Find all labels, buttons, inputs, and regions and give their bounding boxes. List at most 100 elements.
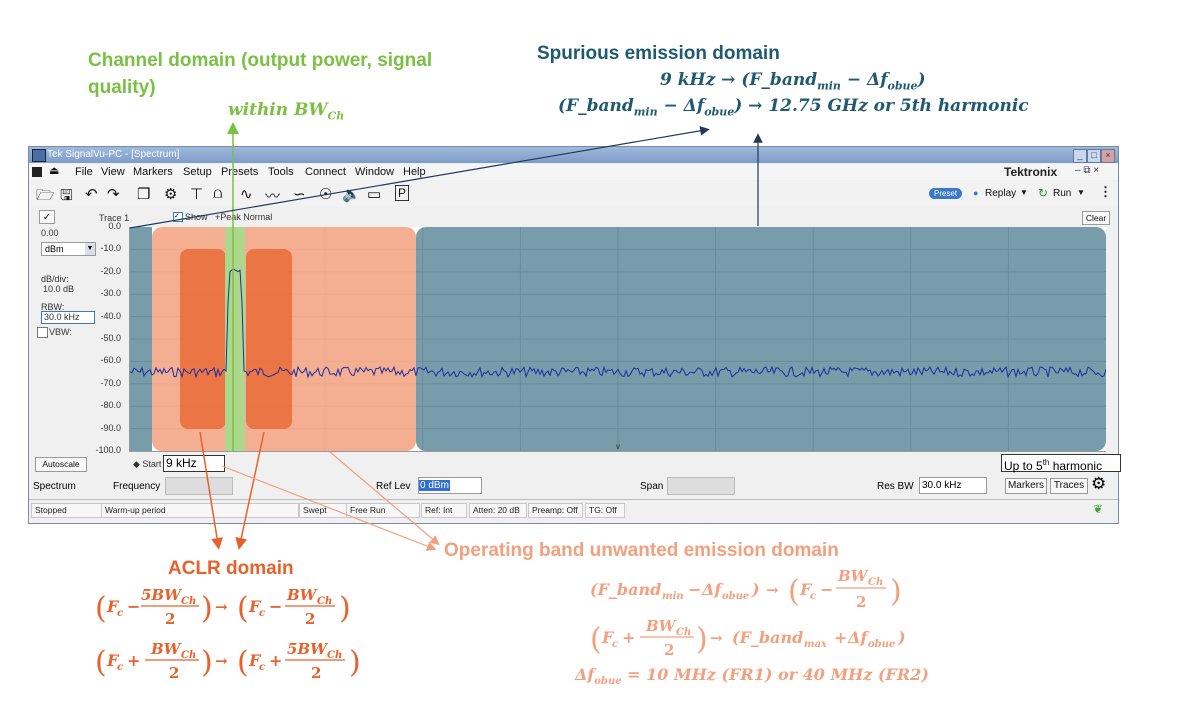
run-button[interactable]: Run [1053, 188, 1072, 199]
markers-button[interactable]: Markers [1005, 478, 1047, 494]
menu-help[interactable]: Help [403, 166, 426, 178]
menu-file[interactable]: File [75, 166, 93, 178]
doc-icon [32, 167, 42, 177]
res-bw-field[interactable]: 30.0 kHz [919, 477, 987, 494]
svg-text:Ch: Ch [181, 650, 196, 661]
svg-text:c: c [117, 608, 123, 619]
svg-text:5BW: 5BW [141, 586, 183, 604]
span-field[interactable] [667, 477, 735, 495]
run-dropdown-icon[interactable]: ▼ [1077, 188, 1085, 197]
autoscale-button[interactable]: Autoscale [35, 457, 87, 472]
windows-icon[interactable]: ❐ [137, 186, 151, 203]
trace-label: Trace 1 [99, 213, 130, 223]
trace-check[interactable]: ✓ [39, 210, 55, 224]
open-folder-icon[interactable]: 🗁 [36, 187, 55, 204]
svg-text:→: → [710, 629, 723, 647]
menu-tools[interactable]: Tools [268, 166, 294, 178]
svg-text:c: c [117, 662, 123, 673]
svg-text:(: ( [95, 645, 107, 680]
menu-markers[interactable]: Markers [133, 166, 173, 178]
svg-text:c: c [612, 639, 618, 650]
spurious-line2-sub1: min [633, 105, 658, 119]
y-tick-label: -50.0 [100, 333, 121, 343]
start-freq-box[interactable]: 9 kHz [163, 455, 225, 472]
maximize-icon[interactable]: □ [1087, 149, 1101, 163]
status-preamp: Preamp: Off [528, 503, 583, 518]
menu-view[interactable]: View [101, 166, 125, 178]
vbw-checkbox[interactable] [37, 327, 48, 338]
minimize-icon[interactable]: _ [1073, 149, 1087, 163]
close-icon[interactable]: × [1101, 149, 1115, 163]
menu-setup[interactable]: Setup [183, 166, 212, 178]
y-tick-label: -30.0 [100, 288, 121, 299]
y-tick-label: -70.0 [100, 377, 121, 388]
menu-connect[interactable]: Connect [305, 166, 346, 178]
brand-logo: Tektronix [1004, 165, 1058, 179]
undo-icon[interactable]: ↶ [85, 186, 98, 203]
obue-line3-a: Δf [575, 665, 595, 684]
redo-icon[interactable]: ↷ [107, 186, 120, 203]
menu-bar: ⏏ File View Markers Setup Presets Tools … [29, 164, 1118, 180]
print-icon[interactable]: P [395, 185, 410, 201]
aclr-arrow-right [235, 431, 265, 550]
frequency-field[interactable] [165, 477, 233, 495]
svg-text:): ) [751, 580, 760, 599]
svg-text:F: F [106, 651, 120, 670]
mdi-controls-icon[interactable]: – ⧉ × [1075, 165, 1100, 176]
start-label: ◆ Start [133, 459, 162, 469]
trigger-icon[interactable]: ⊤ [190, 186, 204, 203]
menu-window[interactable]: Window [355, 166, 395, 178]
menu-presets[interactable]: Presets [221, 166, 259, 178]
spurious-region-right [416, 227, 1106, 451]
dbdiv-value: 10.0 dB [43, 284, 75, 294]
y-tick-label: -20.0 [100, 265, 121, 276]
aclr-region-lower [180, 249, 226, 429]
gear-icon[interactable]: ⚙ [164, 186, 178, 203]
start-text: Start [142, 459, 162, 469]
svg-text:2: 2 [311, 664, 321, 682]
waveform-icon[interactable]: 〰 [265, 188, 281, 205]
peak-label: +Peak Normal [215, 212, 273, 222]
ref-lev-field[interactable]: 0 dBm [418, 477, 482, 494]
unit-select[interactable]: dBm ▼ [41, 242, 96, 256]
spurious-line2-b: − Δf [657, 96, 705, 116]
eject-icon[interactable]: ⏏ [49, 165, 60, 177]
window-titlebar: Tek SignalVu-PC - [Spectrum] _ □ × [29, 147, 1118, 163]
svg-text:F: F [601, 628, 615, 647]
speaker-icon[interactable]: 🔈 [342, 186, 361, 203]
replay-dropdown-icon[interactable]: ▼ [1020, 188, 1028, 197]
aclr-formulas: ( Fc − 5BW Ch 2 ) → ( Fc − BW Ch 2 ) ( Fc … [95, 586, 361, 682]
svg-text:(: ( [590, 622, 602, 657]
camera-icon[interactable]: ▭ [367, 186, 382, 203]
stop-freq-box[interactable]: Up to 5th harmonic [1001, 454, 1121, 473]
settings-gear-icon[interactable]: ⚙ [1091, 474, 1107, 493]
y-tick-label: -40.0 [100, 310, 121, 321]
save-icon[interactable]: 🖫 [60, 187, 73, 204]
rbw-label: RBW: [41, 302, 65, 312]
traces-button[interactable]: Traces [1050, 478, 1088, 494]
obue-arrow-left [221, 465, 437, 551]
aclr-arrow-left [199, 431, 223, 550]
spectrum-label: Spectrum [33, 481, 76, 492]
svg-text:→: → [215, 598, 228, 616]
svg-text:obue: obue [868, 639, 895, 650]
obue-arrow-right [329, 451, 440, 546]
svg-text:): ) [890, 574, 902, 609]
signalvu-window: Tek SignalVu-PC - [Spectrum] _ □ × ⏏ Fil… [28, 146, 1121, 524]
show-checkbox[interactable]: ✓ [173, 212, 183, 222]
aclr-domain-title: ACLR domain [168, 558, 294, 579]
spectrum-icon[interactable]: ⩍ [213, 185, 223, 202]
clear-button[interactable]: Clear [1082, 211, 1110, 225]
preset-button[interactable]: Preset [929, 188, 963, 199]
y-tick-label: -90.0 [100, 422, 121, 433]
replay-button[interactable]: Replay [985, 188, 1017, 199]
svg-text:F: F [248, 651, 262, 670]
svg-text:): ) [201, 591, 213, 626]
spectrogram-icon[interactable]: ∿ [240, 186, 253, 203]
more-icon[interactable]: ⋮ [1099, 184, 1112, 199]
status-trigger: Free Run [346, 503, 420, 518]
spectrum-svg: v [129, 227, 1107, 451]
rbw-field[interactable]: 30.0 kHz [41, 311, 95, 324]
spurious-line1-c: ) [917, 70, 926, 90]
spurious-line2-sub2: obue [704, 105, 735, 119]
